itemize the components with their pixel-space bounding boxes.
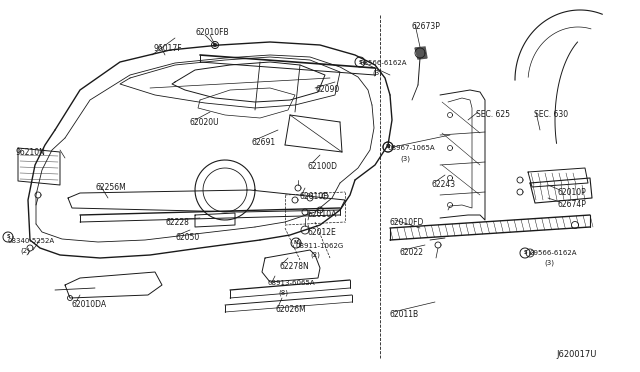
Text: 62022: 62022	[400, 248, 424, 257]
Text: 62010FD: 62010FD	[390, 218, 424, 227]
Text: 08566-6162A: 08566-6162A	[360, 60, 408, 66]
Text: 62691: 62691	[252, 138, 276, 147]
Text: 62026M: 62026M	[275, 305, 306, 314]
Text: 62090: 62090	[315, 85, 339, 94]
Text: (2): (2)	[310, 252, 320, 259]
Text: 62674P: 62674P	[558, 200, 587, 209]
Text: 62100D: 62100D	[308, 162, 338, 171]
Text: 08340-5252A: 08340-5252A	[8, 238, 55, 244]
Text: N: N	[386, 144, 390, 150]
Text: S: S	[358, 60, 362, 64]
Text: J620017U: J620017U	[556, 350, 596, 359]
Text: 08911-1062G: 08911-1062G	[296, 243, 344, 249]
Text: 62256M: 62256M	[96, 183, 127, 192]
Text: 62010DA: 62010DA	[72, 300, 107, 309]
Text: 62010F: 62010F	[300, 192, 328, 201]
Polygon shape	[415, 47, 427, 59]
Text: (3): (3)	[400, 155, 410, 161]
Text: 62673P: 62673P	[412, 22, 441, 31]
Text: 62012E: 62012E	[307, 228, 336, 237]
Text: (3): (3)	[372, 70, 382, 77]
Text: 62020U: 62020U	[190, 118, 220, 127]
Text: 62278N: 62278N	[280, 262, 310, 271]
Text: 08913-6065A: 08913-6065A	[268, 280, 316, 286]
Polygon shape	[214, 44, 216, 46]
Text: (2): (2)	[20, 248, 30, 254]
Text: 62228: 62228	[165, 218, 189, 227]
Text: 62010FB: 62010FB	[195, 28, 228, 37]
Text: 62050: 62050	[175, 233, 199, 242]
Text: S: S	[524, 250, 527, 256]
Text: 62010A: 62010A	[308, 210, 337, 219]
Text: S: S	[6, 234, 10, 240]
Text: SEC. 630: SEC. 630	[534, 110, 568, 119]
Text: (8): (8)	[278, 290, 288, 296]
Text: SEC. 625: SEC. 625	[476, 110, 510, 119]
Text: 08967-1065A: 08967-1065A	[388, 145, 436, 151]
Text: 62010P: 62010P	[558, 188, 587, 197]
Text: N: N	[294, 241, 298, 246]
Text: 96017F: 96017F	[153, 44, 182, 53]
Text: 09566-6162A: 09566-6162A	[530, 250, 577, 256]
Text: (3): (3)	[544, 260, 554, 266]
Text: S: S	[387, 144, 390, 150]
Text: 96210N: 96210N	[15, 148, 45, 157]
Text: 62011B: 62011B	[390, 310, 419, 319]
Text: 62243: 62243	[432, 180, 456, 189]
